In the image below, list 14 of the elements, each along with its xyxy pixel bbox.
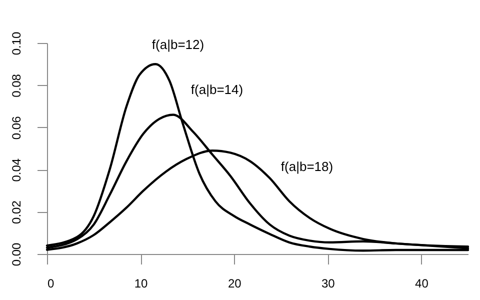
annotation: f(a|b=18): [280, 159, 334, 174]
y-tick-label: 0.08: [10, 74, 24, 98]
y-tick-label: 0.02: [10, 200, 24, 224]
annotation: f(a|b=12): [152, 37, 204, 52]
y-tick-label: 0.06: [10, 116, 24, 140]
x-tick-label: 10: [134, 276, 148, 290]
x-tick-label: 20: [228, 276, 242, 290]
x-tick-label: 30: [321, 276, 336, 290]
x-tick-label: 0: [48, 276, 54, 290]
y-tick-label: 0.04: [10, 158, 24, 182]
annotation: f(a|b=14): [190, 82, 244, 97]
y-tick-label: 0.10: [10, 32, 24, 56]
y-tick-label: 0.00: [10, 242, 24, 266]
x-tick-label: 40: [415, 276, 429, 290]
